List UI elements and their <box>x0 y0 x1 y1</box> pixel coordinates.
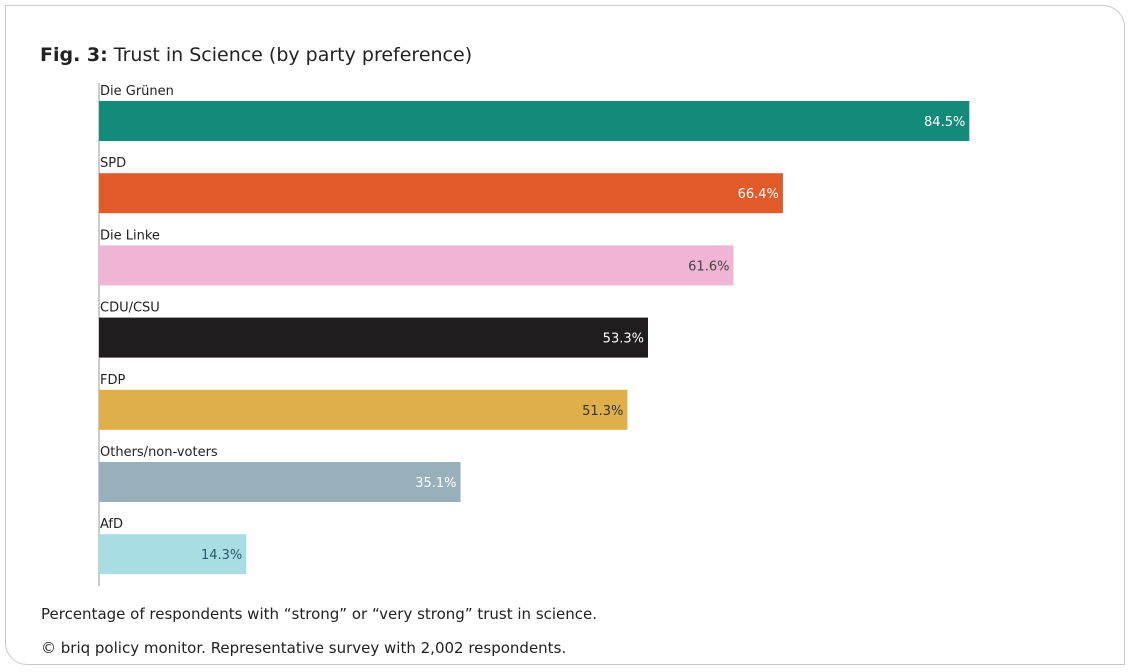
figure-title-text: Trust in Science (by party preference) <box>113 44 473 66</box>
figure-number: Fig. 3: <box>40 44 108 66</box>
value-label-fdp: 51.3% <box>582 404 623 419</box>
category-label-die-gr-nen: Die Grünen <box>100 84 174 99</box>
footnote-description: Percentage of respondents with “strong” … <box>41 605 598 623</box>
category-label-cdu-csu: CDU/CSU <box>100 301 160 316</box>
value-label-cdu-csu: 53.3% <box>603 332 644 347</box>
bar-cdu-csu <box>99 317 648 358</box>
category-label-spd: SPD <box>100 156 126 171</box>
value-label-spd: 66.4% <box>738 187 779 202</box>
category-label-fdp: FDP <box>100 373 125 388</box>
bar-chart: Die Grünen 84.5% SPD 66.4% Die Linke 61.6% CDU… <box>98 83 970 587</box>
figure-card: Fig. 3: Trust in Science (by party prefe… <box>5 5 1125 665</box>
value-label-die-gr-nen: 84.5% <box>924 115 965 130</box>
bar-spd <box>99 173 783 214</box>
category-label-die-linke: Die Linke <box>100 228 160 243</box>
value-label-others-non-voters: 35.1% <box>415 476 456 491</box>
bar-afd <box>99 534 247 575</box>
category-label-afd: AfD <box>100 517 123 532</box>
bar-die-gr-nen <box>99 101 970 141</box>
value-label-die-linke: 61.6% <box>688 259 729 274</box>
bar-fdp <box>99 389 628 430</box>
value-label-afd: 14.3% <box>201 548 242 563</box>
bar-others-non-voters <box>99 462 461 502</box>
bar-die-linke <box>99 245 734 286</box>
figure-title: Fig. 3: Trust in Science (by party prefe… <box>40 43 472 67</box>
footnote-source: © briq policy monitor. Representative su… <box>41 639 567 657</box>
category-label-others-non-voters: Others/non-voters <box>100 445 218 460</box>
